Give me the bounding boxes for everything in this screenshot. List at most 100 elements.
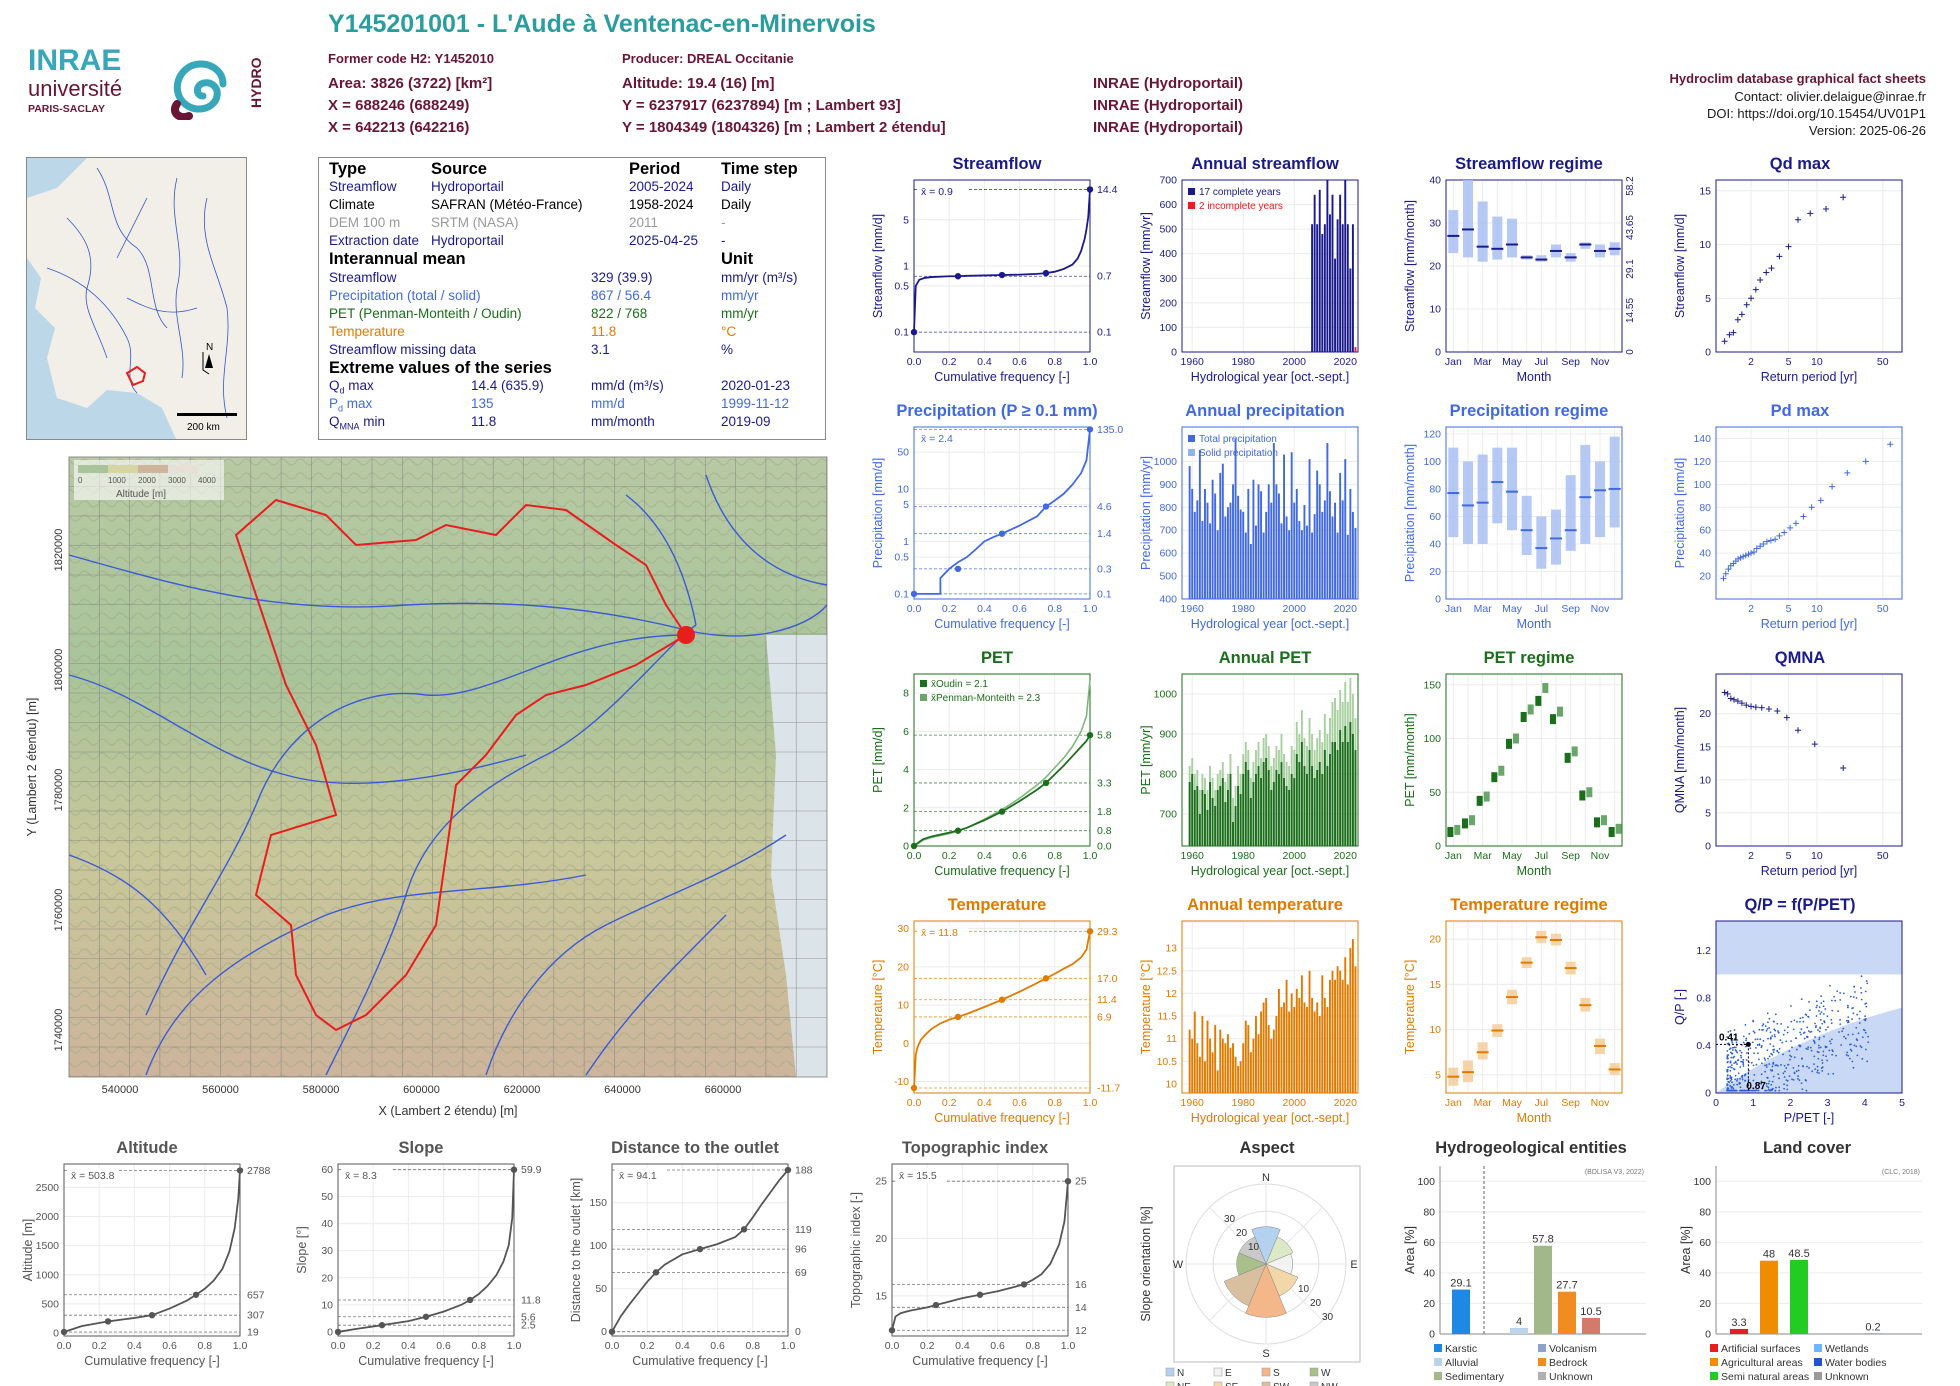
y-tick-label: 2 [903, 802, 909, 814]
data-point [1852, 996, 1855, 998]
data-point [1729, 1065, 1732, 1068]
y-tick-label: 100 [1693, 479, 1711, 491]
data-point [1816, 1071, 1819, 1074]
data-point [1767, 1057, 1769, 1060]
y-tick-label: 11.4 [1097, 994, 1117, 1006]
bar [1242, 1043, 1245, 1093]
x-tick-label: 50 [1877, 603, 1889, 615]
y-tick-label: 50 [595, 1283, 607, 1295]
bar [1221, 1038, 1224, 1093]
y-axis-label: Streamflow [mm/d] [1673, 214, 1687, 318]
data-point [1725, 566, 1732, 573]
data-point [1817, 1044, 1820, 1047]
data-point [1786, 1084, 1789, 1087]
data-point [1836, 990, 1839, 993]
bar [1257, 766, 1260, 846]
data-point [1810, 1049, 1813, 1052]
data-point [1741, 1078, 1744, 1081]
bar [1318, 189, 1321, 352]
series-line [914, 429, 1091, 595]
y-tick-label: 12 [1165, 988, 1177, 1000]
data-point [1751, 1089, 1754, 1092]
bar [1290, 452, 1293, 599]
table-header-cell: Period [629, 160, 681, 178]
compass-label: W [1173, 1259, 1184, 1271]
source-row-cell: - [721, 233, 726, 249]
bar [1285, 979, 1288, 1093]
data-point [1727, 1030, 1730, 1033]
bar [1321, 511, 1324, 599]
y-axis-label: Topographic index [-] [849, 1192, 863, 1308]
y-axis-label: Area [%] [1403, 1226, 1417, 1274]
bar [1334, 742, 1336, 846]
bar [1326, 180, 1329, 352]
bar [1249, 543, 1252, 599]
plot-frame [1445, 426, 1623, 600]
bar [1260, 778, 1263, 846]
legend-swatch [1188, 435, 1195, 442]
data-point [1765, 1066, 1768, 1068]
legend-label: Agricultural areas [1721, 1357, 1803, 1369]
y-tick-label: 700 [1159, 809, 1177, 821]
x-tick-label: Mar [1474, 1097, 1493, 1109]
rivers [68, 474, 828, 1076]
y-tick-label: 4 [903, 764, 909, 776]
y-tick-label: 2.5 [521, 1320, 536, 1332]
data-point [1851, 1033, 1854, 1036]
plot-frame [1181, 426, 1359, 600]
bar [1354, 750, 1357, 846]
data-point [1828, 1049, 1831, 1052]
plot-frame [913, 179, 1091, 353]
data-point [1800, 513, 1807, 520]
bar [1452, 1289, 1470, 1334]
bar [1313, 514, 1316, 599]
legend-label: x̄Oudin = 2.1 [931, 679, 988, 690]
y-axis-label: Precipitation [mm/d] [871, 458, 885, 568]
mean-header-cell: Unit [721, 250, 754, 269]
source-row-cell: Hydroportail [431, 179, 504, 195]
data-point [1753, 1031, 1756, 1034]
data-point [1751, 1041, 1754, 1044]
mean-label: x̄ = 8.3 [345, 1170, 377, 1182]
data-point [1846, 1051, 1849, 1054]
data-point [1826, 1015, 1829, 1018]
x-axis-label: Cumulative frequency [-] [934, 1111, 1069, 1125]
data-point [1761, 1045, 1763, 1047]
data-point [1862, 1028, 1865, 1031]
y-tick-label: 307 [247, 1310, 265, 1322]
extreme-row-cell: 2020-01-23 [721, 378, 791, 394]
bar [1198, 449, 1201, 599]
data-point [1859, 1010, 1861, 1013]
bar [1226, 507, 1229, 599]
extreme-row-cell: mm/d (m³/s) [591, 378, 664, 394]
data-point [1741, 1060, 1744, 1063]
chart-title: Temperature regime [1450, 896, 1608, 914]
bar [1288, 530, 1291, 599]
y-tick-label: 1 [903, 261, 909, 273]
bar [1275, 484, 1278, 599]
y-tick-label: 20 [1699, 708, 1711, 720]
bar [1252, 479, 1255, 599]
bar [1339, 472, 1342, 599]
y-tick-label: 10 [897, 1000, 909, 1012]
data-point [1799, 1020, 1801, 1023]
data-point [1792, 1078, 1795, 1081]
series-line [913, 189, 1091, 333]
data-point [1726, 1060, 1729, 1063]
x-tick-label: 2000 [1283, 850, 1307, 862]
bar [1326, 1007, 1329, 1093]
bar [1349, 722, 1352, 846]
data-point [1729, 1061, 1732, 1064]
y-tick-label: 10 [1165, 1078, 1177, 1090]
data-point [1792, 1028, 1795, 1031]
regime-box [1521, 495, 1532, 555]
mean-point [1745, 1041, 1751, 1047]
data-point [1833, 995, 1836, 998]
bar [1206, 810, 1209, 846]
x-tick-label: 0 [1713, 1097, 1719, 1109]
data-point [1831, 1009, 1834, 1012]
bar [1339, 970, 1342, 1093]
data-point [1820, 1011, 1823, 1014]
data-point [1783, 1083, 1786, 1086]
chart-title: Qd max [1769, 155, 1831, 173]
